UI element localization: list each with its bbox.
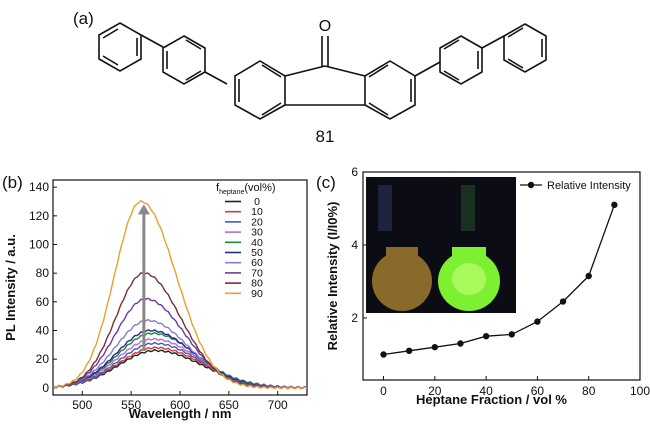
legend-marker-c — [527, 181, 535, 189]
legend-label-90: 90 — [251, 288, 263, 300]
data-point — [534, 318, 541, 325]
vial-right-shoulder — [452, 247, 486, 263]
fluorenone-left-ring — [234, 60, 286, 120]
legend-label-c: Relative Intensity — [547, 180, 631, 192]
fluorenone-right-ring — [364, 60, 416, 120]
panel-label-b: (b) — [2, 173, 23, 192]
x-tick-label-c: 20 — [428, 384, 442, 398]
vial-neck-left — [378, 185, 392, 231]
legend-label-0: 0 — [254, 196, 260, 208]
legend-label-20: 20 — [251, 216, 263, 228]
x-tick-label-c: 100 — [630, 384, 650, 398]
x-tick-label-c: 40 — [479, 384, 493, 398]
molecule-structure — [98, 22, 547, 120]
plot-frame-c — [362, 171, 641, 381]
legend-label-70: 70 — [251, 267, 263, 279]
x-tick-label-b: 550 — [121, 398, 141, 412]
y-tick-label-b: 60 — [36, 295, 50, 309]
legend-label-60: 60 — [251, 257, 263, 269]
legend-label-10: 10 — [251, 206, 263, 218]
x-axis-label-c: Heptane Fraction / vol % — [416, 392, 567, 407]
y-tick-label-c: 4 — [351, 238, 358, 252]
compound-number: 81 — [316, 127, 335, 146]
y-tick-label-b: 120 — [29, 209, 49, 223]
carbonyl-oxygen-label: O — [319, 18, 331, 35]
y-tick-label-b: 0 — [42, 381, 49, 395]
y-tick-label-b: 80 — [36, 266, 50, 280]
legend-label-50: 50 — [251, 247, 263, 259]
spectrum-line-20 — [53, 341, 307, 390]
vial-right-glow — [452, 263, 486, 295]
legend-title-b: fheptane(vol%) — [216, 182, 276, 196]
data-point — [508, 331, 515, 338]
panel-label-a: (a) — [73, 9, 94, 28]
relative-intensity-line — [383, 204, 616, 356]
increase-arrow-head — [137, 204, 150, 215]
right-phenyl-ring — [503, 23, 547, 73]
vial-neck-right — [461, 185, 475, 231]
data-point — [559, 298, 567, 305]
x-tick-label-b: 500 — [72, 398, 92, 412]
data-point — [482, 333, 490, 340]
legend-label-30: 30 — [251, 227, 263, 239]
data-point — [405, 347, 413, 355]
spectrum-line-90 — [53, 199, 307, 390]
vials-photo-inset — [366, 177, 516, 313]
x-tick-label-c: 0 — [380, 384, 387, 398]
x-tick-label-b: 650 — [219, 398, 239, 412]
y-tick-label-b: 40 — [36, 324, 50, 338]
legend-label-40: 40 — [251, 237, 263, 249]
right-inner-phenyl-ring — [439, 35, 483, 85]
relative-intensity-chart: 0 20 40 60 80 100 2 4 6 Heptane Fraction / vol % R… — [325, 165, 650, 407]
left-inner-phenyl-ring — [162, 35, 206, 85]
y-tick-label-b: 140 — [29, 180, 49, 194]
data-point — [431, 343, 439, 351]
x-axis-label-b: Wavelength / nm — [129, 406, 232, 421]
y-tick-label-b: 20 — [36, 352, 50, 366]
pl-spectra-chart: 500 550 600 650 700020406080100120140Wavelen… — [3, 179, 308, 421]
vial-left-dim — [372, 251, 432, 311]
panel-label-c: (c) — [316, 173, 336, 192]
spectrum-line-30 — [53, 337, 307, 390]
vial-left-shoulder — [386, 247, 418, 263]
x-tick-label-c: 60 — [531, 384, 545, 398]
y-tick-label-c: 6 — [351, 165, 358, 179]
x-tick-label-c: 80 — [582, 384, 596, 398]
y-axis-label-c: Relative Intensity (I/I0%) — [325, 202, 340, 351]
data-point — [457, 340, 464, 347]
y-tick-label-c: 2 — [351, 311, 358, 325]
legend-label-80: 80 — [251, 278, 263, 290]
y-tick-label-b: 100 — [29, 238, 49, 252]
data-point — [611, 201, 618, 209]
y-axis-label-b: PL Intensity / a.u. — [3, 234, 18, 341]
left-phenyl-ring — [98, 22, 142, 72]
x-tick-label-b: 700 — [268, 398, 288, 412]
x-tick-label-b: 600 — [170, 398, 190, 412]
data-point — [585, 272, 592, 280]
data-point — [380, 351, 387, 358]
